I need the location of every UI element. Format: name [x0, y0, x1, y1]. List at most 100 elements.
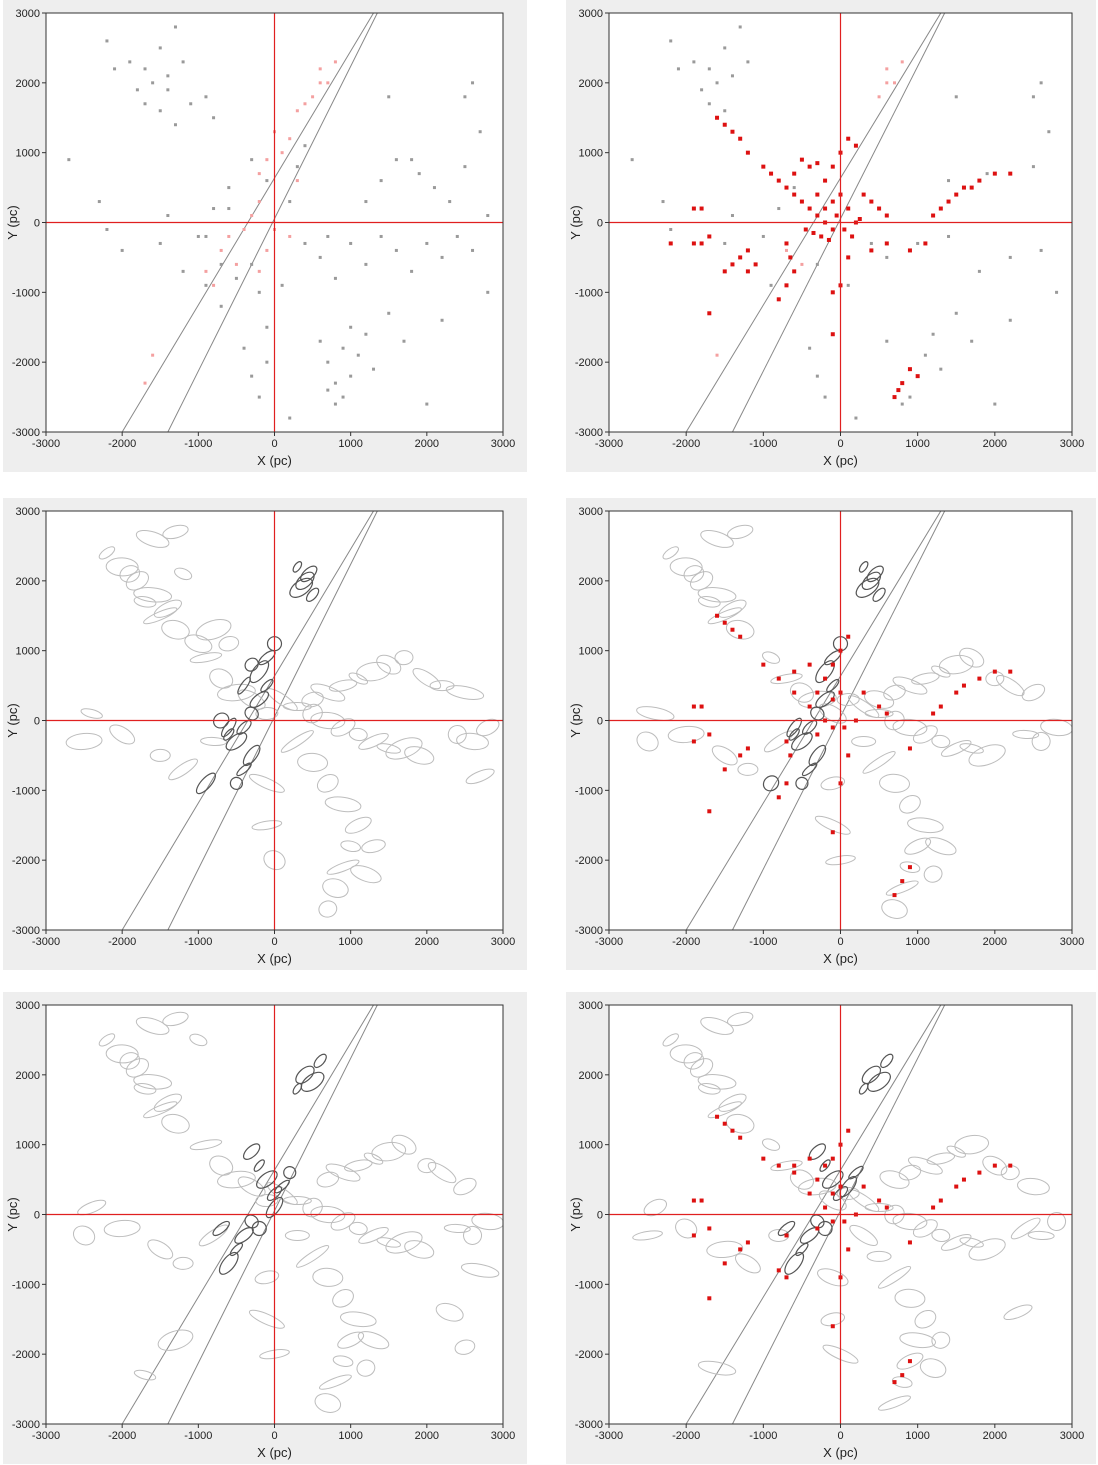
- gray-point: [947, 179, 951, 183]
- red-point: [954, 1184, 959, 1189]
- contour-dark: [229, 776, 244, 790]
- red-point: [869, 248, 874, 253]
- contour-light: [143, 607, 178, 625]
- contour-light: [465, 768, 495, 785]
- gray-point: [730, 214, 734, 218]
- x-tick-label: 0: [271, 1430, 277, 1442]
- red-point: [884, 213, 889, 218]
- contour-light: [907, 817, 944, 834]
- contour-light: [149, 748, 171, 762]
- pink-point: [318, 67, 322, 71]
- pink-point: [295, 179, 299, 183]
- gray-point: [333, 276, 337, 280]
- contour-light: [162, 524, 189, 540]
- gray-point: [364, 200, 368, 204]
- contour-light: [316, 774, 339, 793]
- contour-light: [891, 1376, 913, 1388]
- contour-dark: [265, 1196, 284, 1219]
- red-point: [776, 297, 781, 302]
- gray-point: [181, 60, 185, 64]
- contour-light: [218, 635, 240, 652]
- gray-point: [333, 381, 337, 385]
- y-tick-label: -1000: [12, 287, 40, 299]
- gray-point: [135, 88, 139, 92]
- contour-light: [899, 861, 921, 873]
- red-point: [745, 248, 750, 253]
- contour-light: [471, 1212, 503, 1231]
- contour-light: [968, 1238, 1006, 1261]
- plot-content: [46, 13, 503, 432]
- contour-light: [931, 734, 951, 749]
- contour-dark: [260, 678, 274, 693]
- contour-light: [636, 731, 659, 752]
- contour-dark: [801, 762, 818, 777]
- red-point: [715, 115, 720, 120]
- red-point: [784, 1233, 789, 1238]
- red-point: [691, 241, 696, 246]
- contour-light: [822, 1344, 859, 1364]
- contour-light: [316, 1171, 340, 1188]
- gray-point: [985, 172, 989, 176]
- contour-light: [697, 1083, 721, 1095]
- y-axis-title: Y (pc): [5, 703, 20, 737]
- contour-light: [297, 752, 329, 772]
- plot-content: [46, 511, 503, 930]
- red-point: [819, 234, 824, 239]
- red-point: [907, 1359, 912, 1364]
- contour-dark: [244, 657, 259, 672]
- gray-point: [379, 179, 383, 183]
- gray-point: [204, 95, 208, 99]
- pink-point: [257, 269, 261, 273]
- x-axis-title: X (pc): [823, 951, 858, 966]
- pink-point: [326, 81, 330, 85]
- contour-dark: [253, 1159, 265, 1172]
- pink-point: [250, 214, 254, 218]
- gray-point: [219, 262, 223, 266]
- contour-light: [877, 1265, 912, 1289]
- gray-point: [669, 227, 673, 231]
- chart-svg-1: -3000 -2000 -1000 0 1000 2000 3000 3000 2000 1000…: [3, 0, 527, 472]
- x-tick-label: 0: [271, 438, 277, 450]
- red-point: [799, 157, 804, 162]
- red-point: [938, 704, 943, 709]
- red-point: [850, 234, 855, 239]
- contour-light: [789, 1169, 814, 1190]
- contour-light: [818, 1190, 847, 1211]
- x-tick-label: -2000: [108, 438, 136, 450]
- contour-dark: [244, 706, 259, 721]
- contour-light: [443, 1223, 471, 1234]
- y-tick-label: -3000: [12, 1419, 40, 1431]
- contour-dark: [195, 772, 217, 795]
- contour-light: [734, 1253, 761, 1274]
- contour-dark: [256, 1170, 278, 1189]
- contour-light: [153, 1093, 183, 1112]
- red-point: [823, 1205, 828, 1210]
- pink-point: [143, 381, 147, 385]
- contour-light: [940, 1233, 972, 1251]
- red-point: [954, 192, 959, 197]
- red-point: [745, 150, 750, 155]
- contour-dark: [867, 1071, 891, 1092]
- gray-point: [341, 346, 345, 350]
- red-point: [1008, 669, 1013, 674]
- x-tick-label: -3000: [595, 936, 623, 948]
- contour-light: [133, 1083, 157, 1095]
- x-axis-title: X (pc): [823, 1445, 858, 1460]
- contour-dark: [788, 728, 800, 741]
- gray-point: [303, 241, 307, 245]
- red-point: [788, 255, 793, 260]
- x-tick-label: -2000: [672, 438, 700, 450]
- contour-light: [217, 1170, 256, 1189]
- contour-light: [284, 1229, 310, 1241]
- pink-point: [219, 248, 223, 252]
- y-tick-label: -3000: [12, 427, 40, 439]
- contour-light: [357, 1331, 390, 1350]
- contour-light: [161, 619, 190, 640]
- plot-content: [609, 13, 1072, 432]
- contour-light: [322, 878, 349, 898]
- pink-point: [303, 102, 307, 106]
- gray-point: [364, 262, 368, 266]
- contour-dark: [866, 565, 884, 583]
- contour-dark: [249, 691, 270, 708]
- contour-light: [200, 736, 228, 747]
